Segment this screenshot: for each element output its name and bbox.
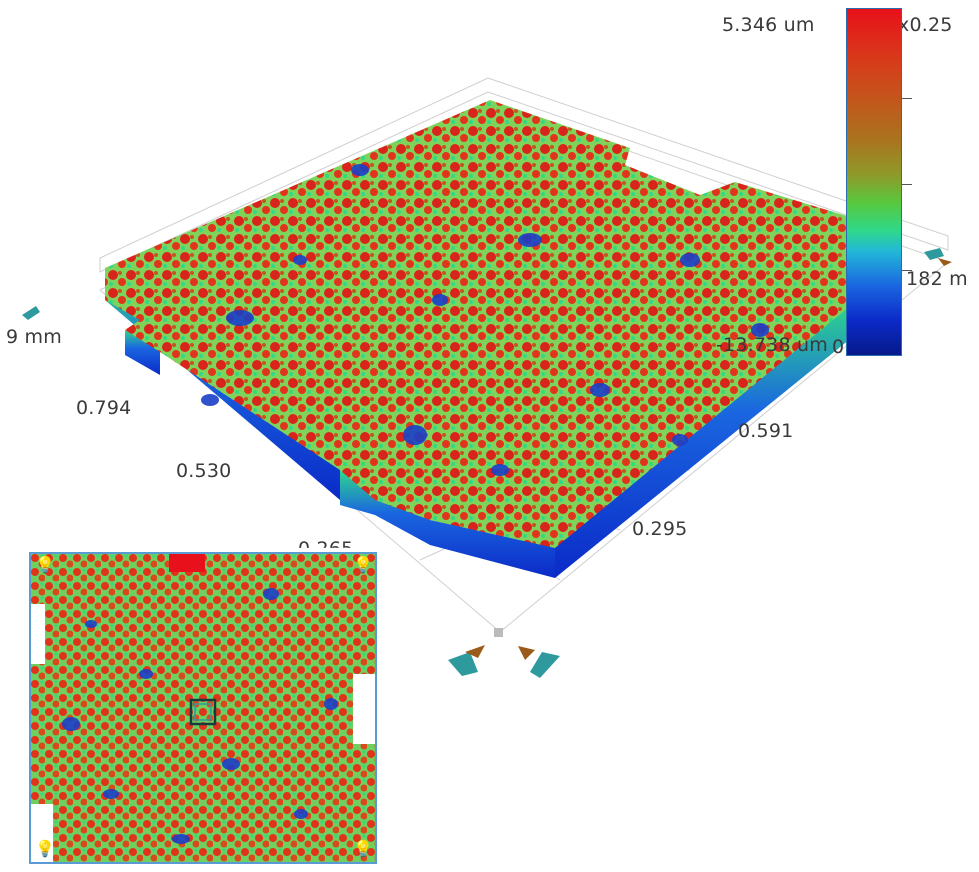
tilt-icon[interactable]	[22, 248, 952, 320]
lightbulb-icon[interactable]: 💡	[35, 557, 55, 574]
y-tick-label: 0.591	[738, 420, 794, 442]
minimap-viewport-marker[interactable]	[189, 698, 217, 726]
rotate-left-icon[interactable]	[448, 645, 485, 676]
overview-minimap[interactable]: 💡 💡 💡 💡	[29, 552, 377, 864]
lightbulb-icon[interactable]: 💡	[353, 841, 373, 858]
minimap-image[interactable]	[31, 554, 375, 862]
surface-top	[105, 100, 860, 548]
colorbar-tick	[902, 184, 912, 185]
lightbulb-icon[interactable]: 💡	[353, 557, 373, 574]
x-tick-label: 0.265	[298, 538, 354, 560]
rotate-right-icon[interactable]	[518, 646, 560, 678]
x-tick-label: 0.794	[76, 397, 132, 419]
lightbulb-icon[interactable]: 💡	[35, 841, 55, 858]
colorbar-zero-label: 0	[832, 336, 845, 358]
color-scale-bar	[846, 8, 902, 356]
colorbar-max-label: 5.346 um	[722, 14, 815, 36]
axis-unit-left: 9 mm	[6, 326, 62, 348]
colorbar-tick	[902, 270, 912, 271]
axis-origin	[494, 628, 503, 637]
axis-unit-right: 182 m	[906, 268, 968, 290]
colorbar-tick	[902, 98, 912, 99]
x-tick-label: 0.530	[176, 460, 232, 482]
colorbar-scale-label: x0.25	[898, 14, 953, 36]
colorbar-min-label: -13.738 um	[716, 334, 828, 356]
y-tick-label: 0.295	[632, 518, 688, 540]
surface-pits	[201, 164, 769, 476]
